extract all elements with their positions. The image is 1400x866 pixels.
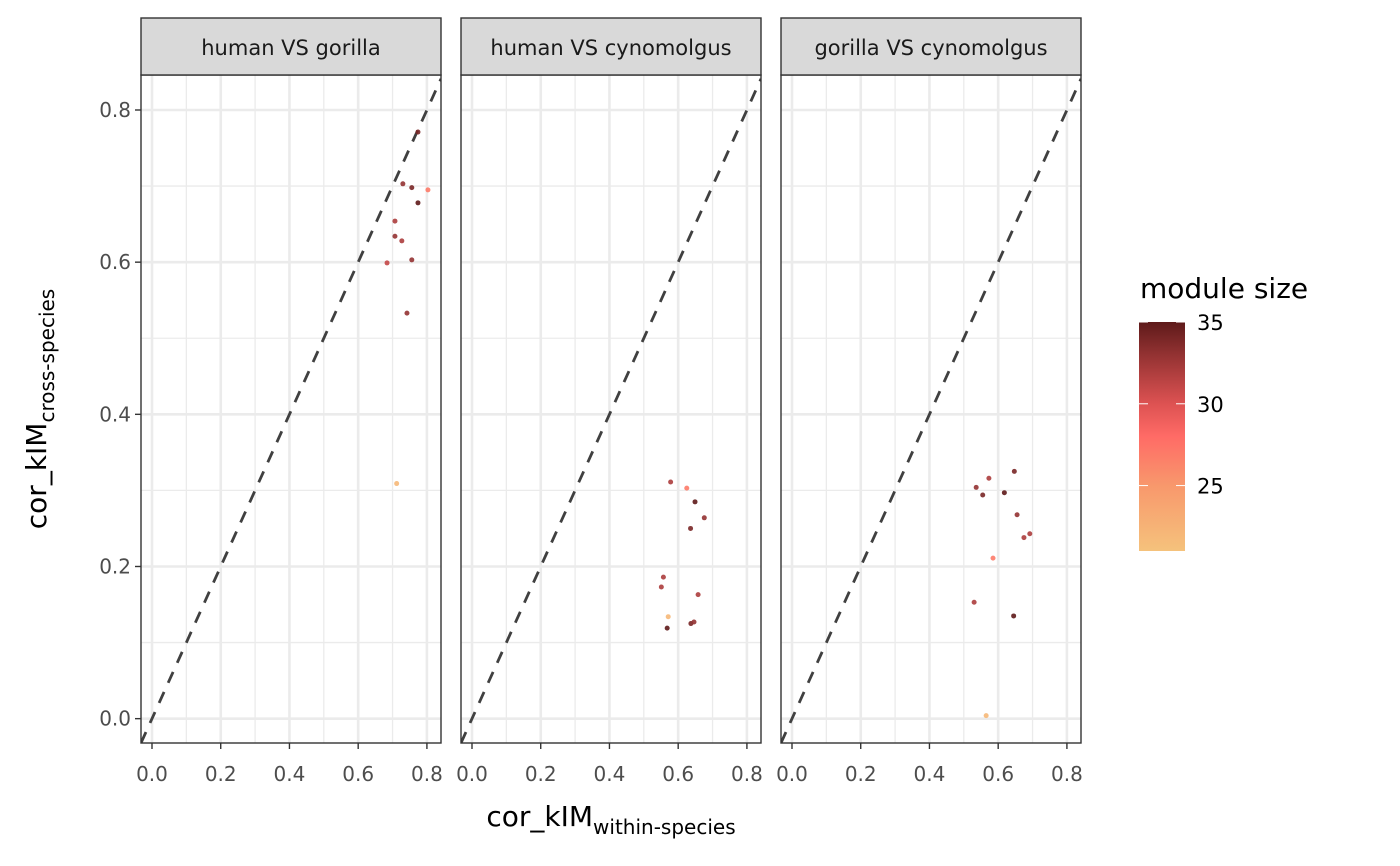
- x-tick-label: 0.6: [342, 762, 374, 786]
- strip-header: [140, 17, 442, 76]
- data-point: [986, 475, 992, 481]
- strip-title: human VS gorilla: [201, 36, 380, 60]
- x-tick-label: 0.6: [662, 762, 694, 786]
- x-tick-label: 0.0: [776, 762, 808, 786]
- data-point: [415, 200, 421, 206]
- data-point: [1021, 535, 1027, 541]
- legend-tick-label: 30: [1197, 393, 1224, 417]
- data-point: [664, 625, 670, 631]
- data-point: [692, 499, 698, 505]
- y-tick-label: 0.8: [99, 98, 131, 122]
- data-point: [409, 257, 415, 263]
- legend-tick-label: 25: [1197, 475, 1224, 499]
- data-point: [384, 260, 390, 266]
- x-tick-label: 0.6: [982, 762, 1014, 786]
- x-tick-label: 0.0: [136, 762, 168, 786]
- data-point: [1027, 531, 1033, 537]
- color-legend: module size 25 30 35: [1139, 272, 1308, 551]
- data-point: [409, 185, 415, 191]
- identity-dashed-line: [141, 78, 441, 743]
- panel-2: human VS cynomolgus 0.0 0.2 0.4 0.6 0.8: [456, 17, 763, 786]
- y-tick-label: 0.6: [99, 250, 131, 274]
- data-point: [691, 619, 697, 625]
- x-tick-label: 0.2: [525, 762, 557, 786]
- y-tick-label: 0.4: [99, 402, 131, 426]
- x-tick-label: 0.4: [914, 762, 946, 786]
- data-point: [971, 599, 977, 605]
- data-point: [1011, 468, 1017, 474]
- data-point: [415, 129, 421, 135]
- data-point: [688, 525, 694, 531]
- legend-tick-label: 35: [1197, 311, 1224, 335]
- identity-dashed-line: [781, 78, 1081, 743]
- data-point: [1014, 512, 1020, 518]
- x-tick-label: 0.0: [456, 762, 488, 786]
- panel-3: gorilla VS cynomolgus 0.0 0.2 0.4 0.6 0.8: [776, 17, 1083, 786]
- data-point: [404, 310, 410, 316]
- legend-colorbar: [1139, 322, 1185, 551]
- panel-1: human VS gorilla 0.0 0.2 0.4 0.6 0.8 0.0 0.2 0.4…: [99, 17, 443, 786]
- data-point: [990, 555, 996, 561]
- data-point: [665, 614, 671, 620]
- data-point: [399, 238, 405, 244]
- data-point: [980, 492, 986, 498]
- identity-dashed-line: [461, 78, 761, 743]
- data-point: [394, 481, 400, 487]
- x-tick-label: 0.4: [274, 762, 306, 786]
- data-point: [701, 515, 707, 521]
- data-point: [1001, 490, 1007, 496]
- x-tick-label: 0.8: [411, 762, 443, 786]
- data-point: [392, 218, 398, 224]
- data-point: [973, 484, 979, 490]
- legend-title: module size: [1140, 272, 1308, 305]
- data-point: [392, 233, 398, 239]
- y-tick-label: 0.0: [99, 707, 131, 731]
- y-axis-title: cor_kIMcross-species: [20, 289, 59, 529]
- strip-header: [460, 17, 762, 76]
- x-tick-label: 0.2: [845, 762, 877, 786]
- data-point: [695, 592, 701, 598]
- strip-header: [780, 17, 1082, 76]
- data-point: [684, 485, 690, 491]
- data-point: [658, 584, 664, 590]
- x-tick-label: 0.8: [731, 762, 763, 786]
- data-point: [660, 574, 666, 580]
- x-tick-label: 0.4: [594, 762, 626, 786]
- x-axis-title: cor_kIMwithin-species: [486, 800, 735, 839]
- strip-title: gorilla VS cynomolgus: [814, 36, 1047, 60]
- data-point: [1011, 613, 1017, 619]
- x-tick-label: 0.2: [205, 762, 237, 786]
- data-point: [400, 181, 406, 187]
- data-point: [668, 479, 674, 485]
- y-tick-label: 0.2: [99, 554, 131, 578]
- x-tick-label: 0.8: [1051, 762, 1083, 786]
- strip-title: human VS cynomolgus: [490, 36, 731, 60]
- data-point: [983, 713, 989, 719]
- data-point: [425, 187, 431, 193]
